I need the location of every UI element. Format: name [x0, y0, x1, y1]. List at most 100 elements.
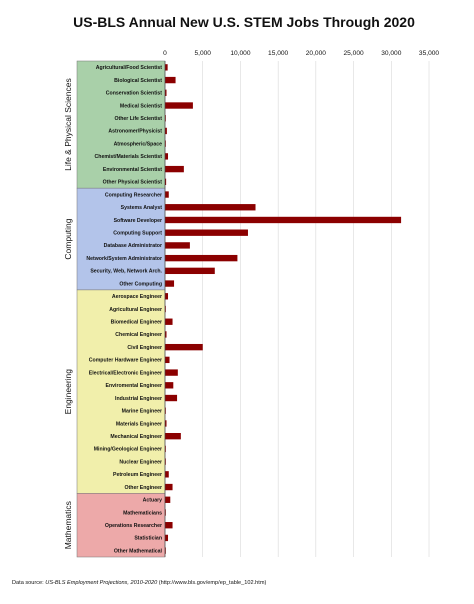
group-label: Engineering [63, 369, 73, 415]
bar [165, 280, 175, 287]
source-name: US-BLS Employment Projections, 2010-2020 [45, 580, 158, 586]
bar [165, 293, 169, 300]
source-url: (http://www.bls.gov/emp/ep_table_102.htm… [157, 580, 267, 586]
category-label: Other Physical Scientist [103, 180, 163, 186]
x-tick-label: 15,000 [268, 50, 289, 57]
x-tick-label: 30,000 [381, 50, 402, 57]
bar [165, 267, 215, 275]
bar [165, 305, 166, 313]
category-label: Other Computing [119, 281, 162, 287]
category-label: Agricultural/Food Scientist [96, 65, 163, 71]
bar [165, 115, 166, 122]
x-tick-label: 10,000 [230, 50, 251, 57]
bar [165, 420, 167, 427]
x-axis-ticks: 0 5,000 10,000 15,000 20,000 25,000 30,000 35,0… [163, 50, 439, 57]
category-label: Biomedical Engineer [111, 320, 162, 326]
bar [165, 509, 166, 516]
bar [165, 394, 178, 402]
bar [165, 458, 166, 465]
bar [165, 496, 171, 503]
category-label: Other Mathematical [114, 548, 163, 554]
category-label: Chemical Engineer [115, 332, 162, 338]
category-label: Industrial Engineer [115, 396, 162, 402]
category-label: Mechanical Engineer [110, 434, 162, 440]
category-label: Actuary [143, 498, 162, 504]
category-label: Operations Researcher [105, 523, 162, 529]
bar [165, 64, 168, 71]
category-label: Computer Hardware Engineer [89, 358, 162, 364]
bar [165, 369, 178, 376]
gridlines [164, 61, 430, 557]
category-label: Mathematicians [123, 510, 162, 516]
bar [165, 178, 167, 185]
bar [165, 547, 166, 554]
source-prefix: Data source: [12, 580, 46, 586]
category-label: Chemist/Materials Scientist [95, 154, 163, 160]
x-tick-label: 25,000 [343, 50, 364, 57]
bar [165, 216, 402, 224]
x-tick-label: 5,000 [194, 50, 211, 57]
bar [165, 89, 167, 96]
category-label: Astronomer/Physicist [108, 129, 162, 135]
group-band [76, 493, 166, 558]
bars [165, 64, 402, 554]
category-label: Environmental Scientist [103, 167, 162, 173]
category-label: Nuclear Engineer [119, 459, 162, 465]
category-labels: Agricultural/Food Scientist Biological Sc… [86, 65, 162, 554]
bar [165, 407, 166, 414]
category-label: Agricultural Engineer [109, 307, 162, 313]
x-tick-label: 35,000 [419, 50, 440, 57]
bar [165, 433, 181, 440]
category-label: Conservation Scientist [106, 91, 162, 97]
bar [165, 76, 176, 84]
category-label: Other Engineer [125, 485, 162, 491]
bar [165, 318, 173, 325]
group-labels: Life & Physical Sciences Computing Enginee… [63, 78, 73, 549]
bar [165, 356, 170, 364]
bar [165, 445, 166, 453]
category-label: Systems Analyst [121, 205, 163, 211]
data-source-note: Data source: US-BLS Employment Projectio… [12, 580, 266, 586]
category-label: Security, Web, Network Arch. [90, 269, 162, 275]
group-bands [76, 60, 166, 558]
category-label: Electrical/Electronic Engineer [89, 370, 162, 376]
category-label: Computing Support [113, 230, 162, 236]
category-label: Civil Engineer [127, 345, 162, 351]
bar [165, 140, 166, 147]
category-label: Petroleum Engineer [113, 472, 162, 478]
category-label: Marine Engineer [122, 409, 162, 415]
bar [165, 483, 173, 491]
category-label: Materials Engineer [116, 421, 162, 427]
category-label: Biological Scientist [114, 78, 162, 84]
bar [165, 254, 238, 262]
category-label: Aerospace Engineer [112, 294, 162, 300]
group-label: Life & Physical Sciences [63, 78, 73, 171]
group-label: Mathematics [63, 501, 73, 549]
category-label: Database Administrator [104, 243, 162, 249]
x-tick-label: 0 [163, 50, 167, 57]
bar [165, 153, 169, 160]
bar [165, 382, 174, 389]
bar [165, 522, 173, 529]
bar [165, 534, 169, 542]
bar [165, 471, 169, 478]
group-band [76, 187, 166, 291]
chart-title: US-BLS Annual New U.S. STEM Jobs Through… [73, 14, 415, 30]
category-label: Mining/Geological Engineer [94, 447, 162, 453]
bar [165, 204, 256, 211]
bar [165, 229, 248, 236]
group-label: Computing [63, 218, 73, 259]
category-label: Statistician [134, 536, 162, 542]
group-band [76, 60, 166, 189]
bar [165, 102, 193, 109]
bar [165, 343, 203, 351]
category-label: Atmospheric/Space [114, 141, 163, 147]
category-label: Enviromental Engineer [105, 383, 162, 389]
bar [165, 331, 167, 338]
category-label: Other Life Scientist [114, 116, 162, 122]
category-label: Software Developer [114, 218, 162, 224]
bar [165, 242, 190, 249]
group-band [76, 289, 166, 494]
category-label: Medical Scientist [120, 103, 162, 109]
